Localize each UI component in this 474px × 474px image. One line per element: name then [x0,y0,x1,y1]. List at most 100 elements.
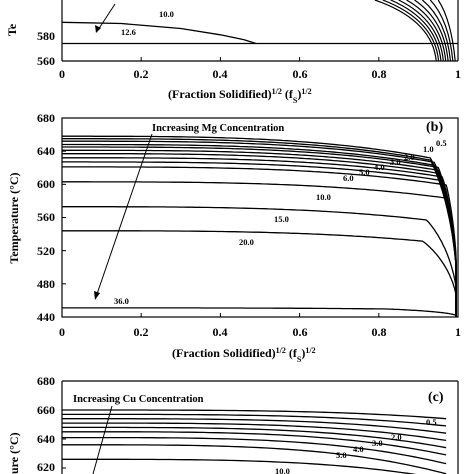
panel-a-xlabel-sup2: 1/2 [301,87,311,96]
panel-b-contour-label-3-0: 3.0 [390,157,401,167]
panel-a-xtick-0-6: 0.6 [293,67,308,81]
panel-b-xtick-0-6: 0.6 [293,325,308,339]
panel-a-xlabel-main: (Fraction Solidified) [168,87,272,101]
panel-a-xlabel-mid: (f [282,87,294,101]
panel-b-contour-label-1-0: 1.0 [423,144,434,154]
panel-a-ylabel: Te [5,23,19,36]
panel-a-xtick-0-4: 0.4 [213,67,228,81]
panel-c-contours: 0.5 2.0 3.0 4.0 5.0 10.0 [62,409,447,474]
panel-a-contour-10.0 [61,21,257,45]
panel-c-ytick-660: 660 [37,403,55,417]
panel-a-right-contour-3 [398,0,444,62]
panel-b-ytick-520: 520 [37,244,55,258]
panel-b-contour-36.0 [62,307,457,317]
panel-b-contour-label-20-0: 20.0 [239,237,254,247]
panel-c: 0.5 2.0 3.0 4.0 5.0 10.0 680 660 640 620 ure … [7,374,459,474]
panel-c-contour-label-2-0: 2.0 [391,432,402,442]
panel-c-contour-label-10-0: 10.0 [275,466,290,474]
panel-c-contour-4.0 [62,426,447,449]
panel-b-contour-label-6-0: 6.0 [343,173,354,183]
panel-a-ticks [61,57,459,61]
panel-b-xlabel-sup1: 1/2 [276,346,286,355]
panel-b-contour-label-4-0: 4.0 [374,162,385,172]
panel-b: 0.51.0 2.03.0 4.0 5.0 6.0 10.0 15.0 20.0 36.0 68… [7,111,461,364]
panel-b-contour-label-10-0: 10.0 [316,192,331,202]
panel-a-contour-label-12-6: 12.6 [121,27,136,37]
panel-b-xlabel-sup2: 1/2 [305,346,315,355]
panel-c-ylabel: ure (°C) [7,432,21,474]
panel-c-annotation: Increasing Cu Concentration [73,394,204,405]
panel-a-right-contour-6 [421,0,452,62]
panel-a: 580 560 Te 10.0 12.6 0 0.2 0.4 0.6 0.8 1… [5,0,461,105]
panel-b-xlabel-end: ) [301,346,305,360]
panel-a-ytick-580: 580 [37,29,55,43]
panel-b-contour-20.0 [62,230,457,317]
panel-a-right-contour-2 [390,0,442,62]
panel-a-arrowhead [95,25,101,33]
panel-a-xlabel-end: ) [297,87,301,101]
panel-c-contour-2.0 [62,418,447,434]
panel-c-label: (c) [428,390,444,405]
panel-b-contour-label-5-0: 5.0 [359,167,370,177]
panel-a-right-contour-7 [429,0,454,62]
panel-b-annotation: Increasing Mg Concentration [152,123,284,134]
panel-b-xtick-0-2: 0.2 [134,325,149,339]
panel-b-contour-label-2-0: 2.0 [404,152,415,162]
panel-c-contour-label-5-0: 5.0 [336,450,347,460]
panel-b-ylabel: Temperature (°C) [7,172,21,263]
panel-b-xtick-0: 0 [59,325,65,339]
panel-b-arrowhead [94,291,100,300]
panel-b-contours: 0.51.0 2.03.0 4.0 5.0 6.0 10.0 15.0 20.0 36.0 [62,135,457,317]
panel-b-ytick-440: 440 [37,310,55,324]
panel-c-contour-1.0 [62,413,447,427]
panel-b-ytick-640: 640 [37,144,55,158]
panel-a-ytick-560: 560 [37,54,55,68]
panel-b-ytick-480: 480 [37,277,55,291]
panel-b-label: (b) [426,120,443,135]
panel-b-xlabel-sub: S [297,355,302,364]
panel-a-right-contour-8 [437,0,456,62]
panel-c-contour-unlabeled-6 [62,436,447,465]
panel-c-ytick-680: 680 [37,374,55,388]
panel-a-xtick-0-8: 0.8 [372,67,387,81]
panel-a-right-contour-0 [374,0,437,62]
panel-b-contour-10.0 [62,181,457,317]
panel-c-contour-0.5 [62,409,447,420]
panel-b-xtick-0-4: 0.4 [213,325,228,339]
panel-c-contour-10.0 [62,458,417,474]
panel-a-xtick-0-2: 0.2 [134,67,149,81]
panel-a-xtick-1: 1 [455,67,461,81]
panel-c-contour-3.0 [62,422,447,442]
panel-b-xlabel: (Fraction Solidified)1/2 (fS)1/2 [172,346,316,364]
panel-b-xtick-0-8: 0.8 [372,325,387,339]
panel-b-contour-15.0 [62,206,457,317]
panel-a-xlabel: (Fraction Solidified)1/2 (fS)1/2 [168,87,312,105]
panel-b-xtick-1: 1 [455,325,461,339]
panel-a-contours [61,0,458,62]
panel-b-ticks [61,117,459,318]
panel-b-ytick-600: 600 [37,177,55,191]
panel-c-ytick-620: 620 [37,460,55,474]
panel-b-contour-unlabeled-9 [62,166,457,317]
panel-a-xlabel-sup1: 1/2 [272,87,282,96]
panel-b-xlabel-main: (Fraction Solidified) [172,346,276,360]
panel-b-xlabel-mid: (f [286,346,298,360]
panel-c-ytick-640: 640 [37,432,55,446]
panel-b-arrow [96,133,153,295]
panel-a-arrow [97,3,116,31]
panel-b-ytick-680: 680 [37,111,55,125]
panel-a-right-contour-1 [382,0,440,62]
panel-c-contour-label-4-0: 4.0 [353,444,364,454]
panel-a-right-contour-5 [414,0,449,62]
panel-c-contour-5.0 [62,431,447,456]
panel-b-contour-label-36-0: 36.0 [114,296,129,306]
panel-a-xlabel-sub: S [293,96,298,105]
panel-a-right-contour-4 [406,0,447,62]
panel-b-contour-label-0-5: 0.5 [436,138,447,148]
panel-c-contour-label-3-0: 3.0 [372,438,383,448]
panel-c-ticks [62,380,66,469]
panel-c-contour-label-0-5: 0.5 [426,417,437,427]
panel-a-contour-label-10: 10.0 [159,9,174,19]
panel-a-xtick-0: 0 [59,67,65,81]
